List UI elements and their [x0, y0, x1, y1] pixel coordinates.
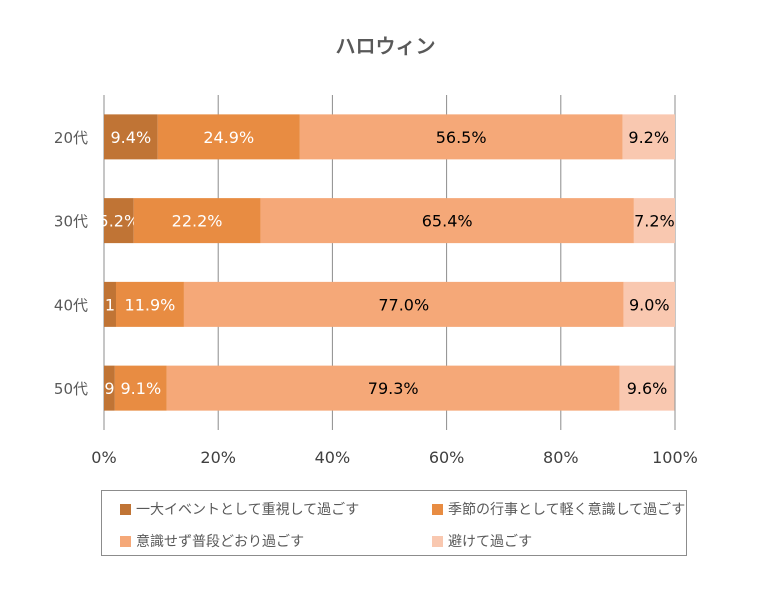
data-label: 9.0% [629, 295, 670, 314]
x-tick-label: 40% [315, 448, 351, 467]
data-label: 7.2% [634, 212, 675, 231]
x-tick-label: 60% [429, 448, 465, 467]
data-label: 9.2% [628, 128, 669, 147]
data-label: 9.1% [121, 379, 162, 398]
bar-segment [619, 365, 675, 411]
data-label: 56.5% [436, 128, 487, 147]
bar-segment [115, 281, 184, 327]
x-tick-label: 0% [91, 448, 116, 467]
bar-segment [299, 114, 623, 160]
data-label: 24.9% [203, 128, 254, 147]
bar-segment [622, 114, 675, 160]
bar-segment [104, 365, 115, 411]
data-label: 22.2% [172, 212, 223, 231]
bar-segment [104, 198, 134, 244]
data-label: 9.6% [627, 379, 668, 398]
bar-segment [104, 114, 158, 160]
legend-swatch [432, 503, 443, 515]
bar-segment [157, 114, 300, 160]
data-label: 65.4% [422, 212, 473, 231]
x-tick-label: 80% [543, 448, 579, 467]
legend-item: 一大イベントとして重視して過ごす [120, 499, 359, 519]
legend-item: 季節の行事として軽く意識して過ごす [432, 499, 685, 519]
bar-segment [633, 198, 675, 244]
data-label: 5.2% [99, 212, 140, 231]
bar-segment [183, 281, 624, 327]
bar-segment [260, 198, 634, 244]
data-label: 11.9% [125, 295, 176, 314]
chart-title: ハロウィン [335, 34, 436, 58]
bar-segment [104, 281, 116, 327]
bar-segment [133, 198, 261, 244]
legend-swatch [120, 503, 131, 515]
x-tick-label: 100% [652, 448, 698, 467]
y-tick-label: 30代 [54, 213, 88, 231]
y-tick-label: 20代 [54, 129, 88, 147]
legend-label: 一大イベントとして重視して過ごす [136, 502, 360, 518]
data-label: 79.3% [368, 379, 419, 398]
bar-segment [623, 281, 675, 327]
data-label: 9.4% [111, 128, 152, 147]
x-tick-label: 20% [200, 448, 236, 467]
legend-label: 避けて過ごす [448, 534, 533, 550]
legend-item: 避けて過ごす [432, 531, 532, 551]
legend: 一大イベントとして重視して過ごす 季節の行事として軽く意識して過ごす意識せず普段ど… [101, 490, 687, 556]
bar-segment [114, 365, 167, 411]
legend-swatch [120, 535, 131, 547]
data-label: 77.0% [378, 295, 429, 314]
legend-label: 季節の行事として軽く意識して過ごす [448, 502, 686, 518]
legend-swatch [432, 535, 443, 547]
y-tick-label: 40代 [54, 296, 88, 314]
y-tick-label: 50代 [54, 380, 88, 398]
legend-label: 意識せず普段どおり過ごす [136, 534, 305, 550]
legend-item: 意識せず普段どおり過ごす [120, 531, 304, 551]
bar-segment [166, 365, 620, 411]
